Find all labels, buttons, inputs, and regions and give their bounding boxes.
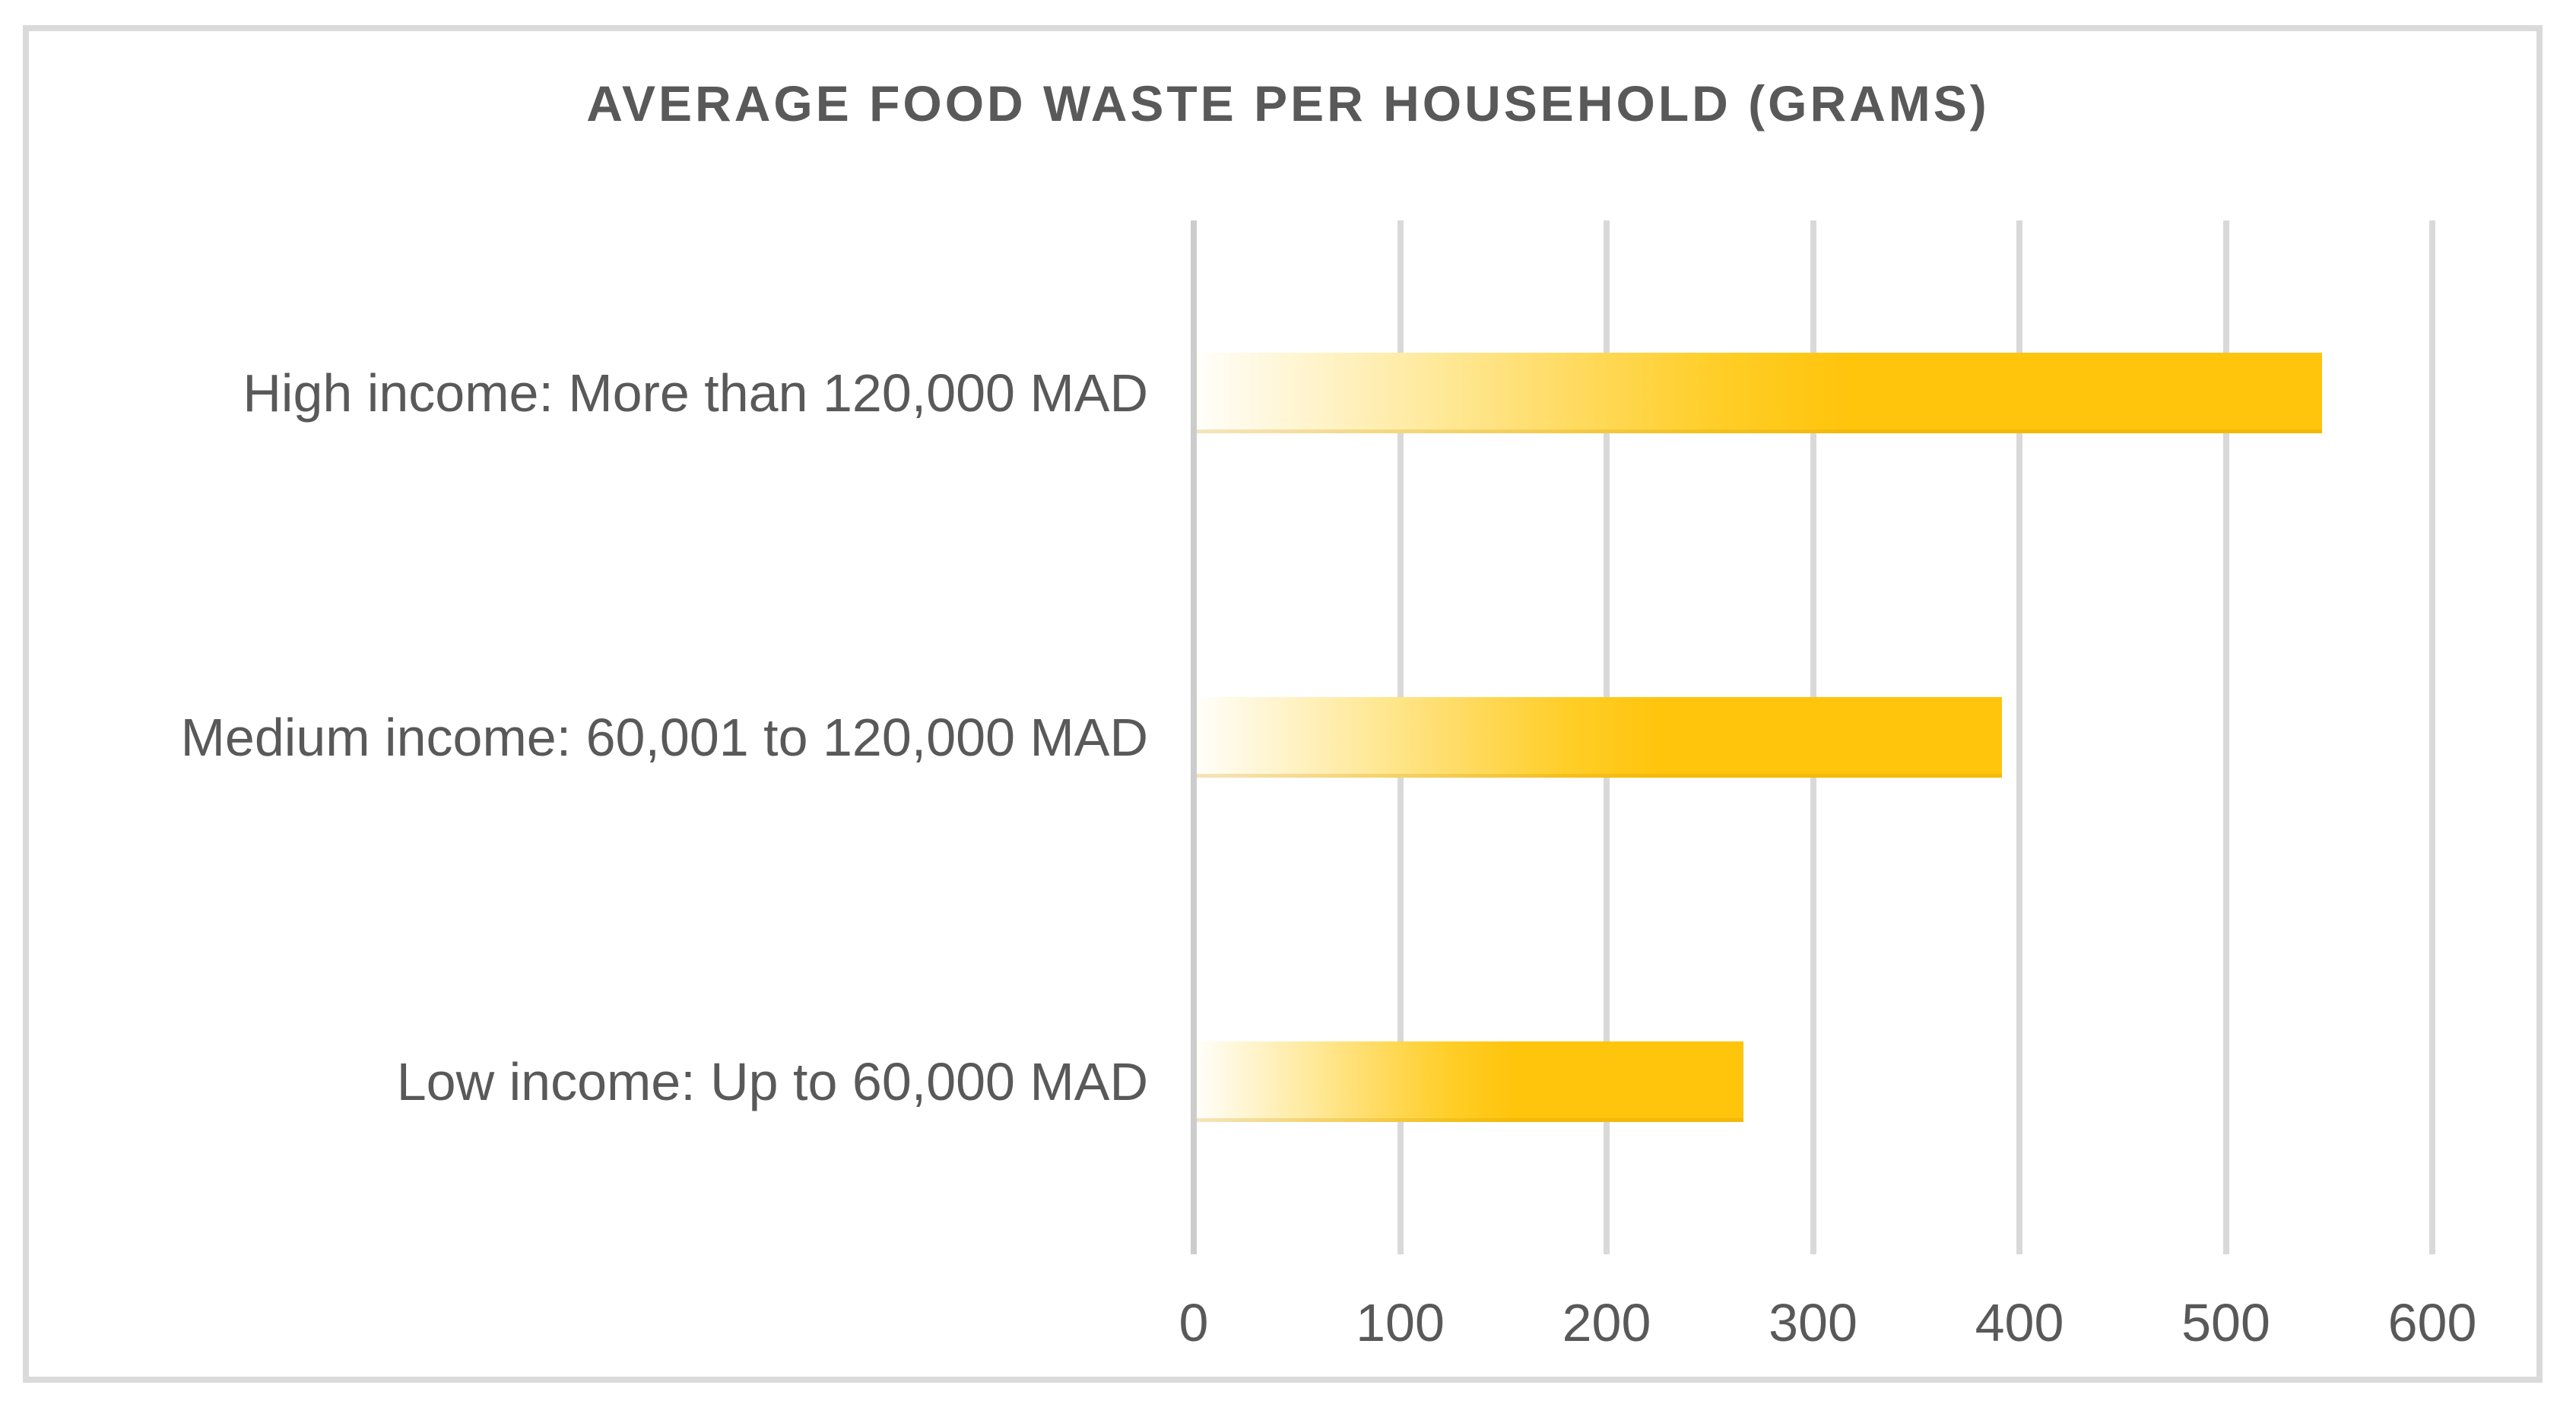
x-tick-label: 500 (2181, 1293, 2270, 1352)
x-tick-label: 300 (1769, 1293, 1857, 1352)
gridline-500 (2222, 220, 2229, 1254)
x-tick-label: 0 (1179, 1293, 1209, 1352)
chart-title: AVERAGE FOOD WASTE PER HOUSEHOLD (GRAMS) (586, 75, 1990, 132)
x-tick-label: 100 (1356, 1293, 1445, 1352)
bar (1197, 1041, 1744, 1123)
category-label: High income: More than 120,000 MAD (243, 363, 1148, 423)
category-label: Low income: Up to 60,000 MAD (396, 1052, 1148, 1112)
gridline-0 (1191, 220, 1197, 1254)
bar (1197, 697, 2002, 778)
x-tick-label: 200 (1562, 1293, 1651, 1352)
gridline-400 (2016, 220, 2022, 1254)
x-tick-label: 400 (1975, 1293, 2064, 1352)
gridline-600 (2429, 220, 2435, 1254)
category-label: Medium income: 60,001 to 120,000 MAD (180, 708, 1148, 767)
x-tick-label: 600 (2387, 1293, 2477, 1352)
bar (1197, 352, 2322, 433)
